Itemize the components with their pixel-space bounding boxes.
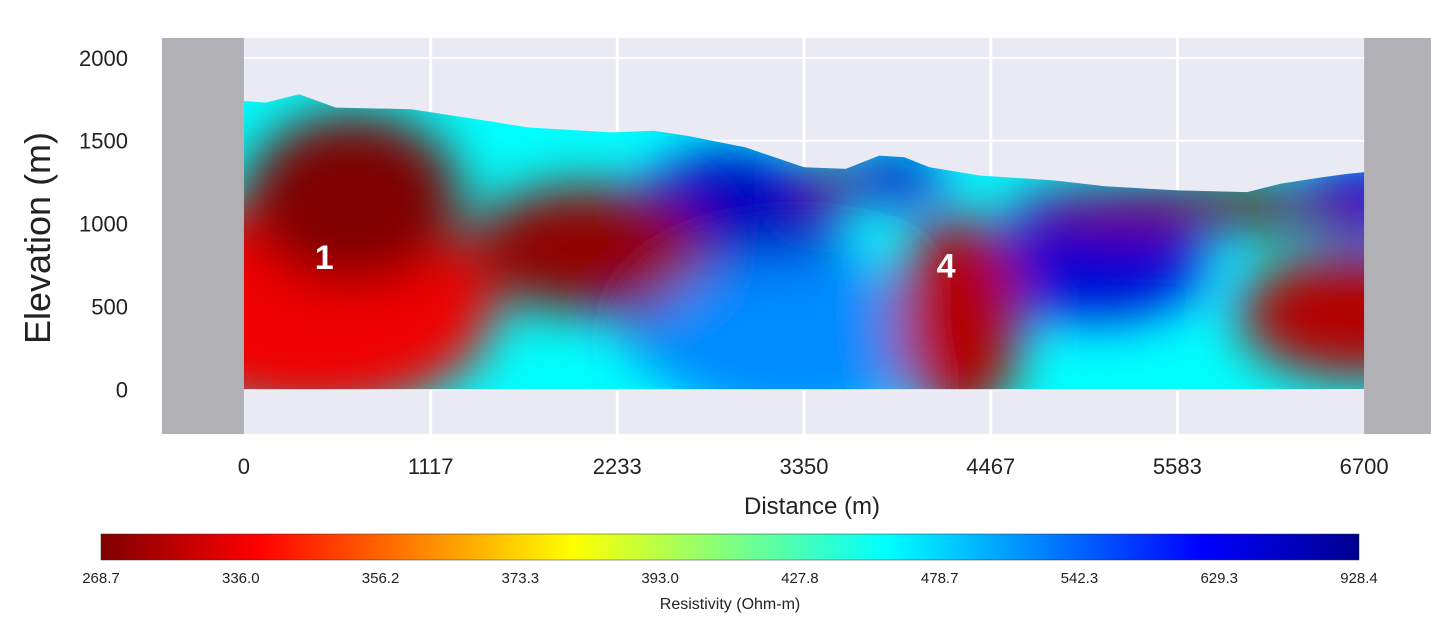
colorbar-tick-label: 336.0 xyxy=(222,570,260,587)
x-tick-label: 1117 xyxy=(408,454,454,479)
resistivity-anomaly xyxy=(849,153,943,204)
anomaly-layer xyxy=(243,112,1365,390)
colorbar-tick-label: 629.3 xyxy=(1200,570,1238,587)
resistivity-anomaly xyxy=(894,215,1022,390)
colorbar-label: Resistivity (Ohm-m) xyxy=(660,596,800,613)
y-axis-label: Elevation (m) xyxy=(17,132,58,344)
resistivity-anomaly xyxy=(469,185,704,312)
colorbar-tick-label: 393.0 xyxy=(641,570,679,587)
y-tick-label: 500 xyxy=(91,294,128,319)
colorbar-tick-label: 373.3 xyxy=(502,570,540,587)
colorbar-tick-label: 928.4 xyxy=(1340,570,1378,587)
colorbar: 268.7 336.0 356.2 373.3 393.0 427.8 478.7 542.3… xyxy=(82,533,1378,613)
anomaly-label: 4 xyxy=(937,247,956,285)
colorbar-tick-label: 542.3 xyxy=(1061,570,1099,587)
x-axis-tick-labels: 0 1117 2233 3350 4467 5583 6700 xyxy=(238,454,1389,479)
colorbar-tick-label: 478.7 xyxy=(921,570,959,587)
left-padding-band xyxy=(162,38,244,434)
colorbar-gradient xyxy=(100,533,1360,561)
y-tick-label: 1500 xyxy=(79,129,128,154)
x-tick-label: 2233 xyxy=(593,454,642,479)
resistivity-anomaly xyxy=(800,162,858,203)
right-padding-band xyxy=(1364,38,1431,434)
x-axis-label: Distance (m) xyxy=(744,493,880,520)
x-tick-label: 3350 xyxy=(780,454,829,479)
y-axis-tick-labels: 0 500 1000 1500 2000 xyxy=(79,46,128,402)
resistivity-anomaly xyxy=(1238,251,1365,378)
y-tick-label: 2000 xyxy=(79,46,128,71)
x-tick-label: 5583 xyxy=(1153,454,1202,479)
x-tick-label: 0 xyxy=(238,454,250,479)
anomaly-label: 1 xyxy=(315,239,334,277)
colorbar-tick-label: 356.2 xyxy=(362,570,400,587)
x-tick-label: 4467 xyxy=(966,454,1015,479)
colorbar-tick-label: 427.8 xyxy=(781,570,819,587)
resistivity-anomaly xyxy=(645,256,947,390)
colorbar-tick-label: 268.7 xyxy=(82,570,120,587)
resistivity-anomaly xyxy=(243,112,462,285)
y-tick-label: 0 xyxy=(116,377,128,402)
resistivity-anomaly xyxy=(1004,185,1365,229)
colorbar-tick-labels: 268.7 336.0 356.2 373.3 393.0 427.8 478.7 542.3… xyxy=(82,570,1378,587)
y-tick-label: 1000 xyxy=(79,212,128,237)
resistivity-section xyxy=(243,94,1365,390)
resistivity-anomaly xyxy=(987,210,1206,320)
x-tick-label: 6700 xyxy=(1340,454,1389,479)
